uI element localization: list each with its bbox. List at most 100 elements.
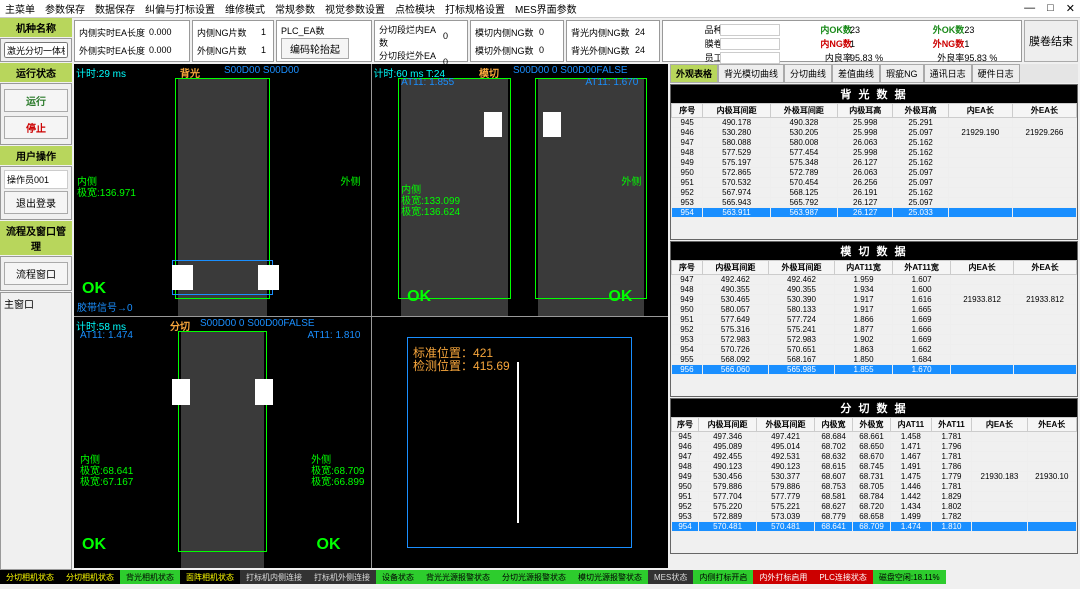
roll-end-button[interactable]: 膜卷结束: [1024, 20, 1078, 62]
menu-纠偏与打标设置[interactable]: 纠偏与打标设置: [145, 5, 215, 16]
table-row[interactable]: 956566.060565.9851.8551.670: [672, 365, 1077, 375]
emp-field[interactable]: [720, 52, 780, 64]
variety-field[interactable]: [720, 24, 780, 36]
machine-type-input[interactable]: [4, 42, 68, 58]
table-row[interactable]: 945490.178490.32825.99825.291: [672, 118, 1077, 128]
table-row[interactable]: 949575.197575.34826.12725.162: [672, 158, 1077, 168]
cam-diecut: 计时:60 ms T:24模切S00D00 0 S00D00FALSE AT11…: [372, 64, 669, 316]
window-controls: — □ ✕: [1024, 2, 1075, 15]
outer-ea-len-label: 外侧实时EA长度: [79, 44, 145, 57]
table-row[interactable]: 953565.943565.79226.12725.097: [672, 198, 1077, 208]
status-item: 背光光源报警状态: [420, 570, 496, 584]
menu-MES界面参数[interactable]: MES界面参数: [515, 5, 577, 16]
close-icon[interactable]: ✕: [1066, 2, 1075, 15]
encoder-lift-button[interactable]: 编码轮抬起: [281, 38, 349, 59]
menu-点检模块[interactable]: 点检模块: [395, 5, 435, 16]
backlight-data-table[interactable]: 序号内极耳间距外极耳间距内极耳高外极耳高内EA长外EA长945490.17849…: [671, 103, 1077, 218]
menu-视觉参数设置[interactable]: 视觉参数设置: [325, 5, 385, 16]
main-window-label: 主窗口: [4, 300, 34, 311]
menu-常规参数[interactable]: 常规参数: [275, 5, 315, 16]
table-row[interactable]: 953572.983572.9831.9021.669: [672, 335, 1077, 345]
logout-button[interactable]: 退出登录: [4, 191, 68, 214]
table-row[interactable]: 949530.456530.37768.60768.7311.4751.7792…: [672, 472, 1077, 482]
status-item: 背光相机状态: [120, 570, 180, 584]
status-item: 内外打标启用: [753, 570, 813, 584]
status-item: MES状态: [648, 570, 693, 584]
table-row[interactable]: 952575.220575.22168.62768.7201.4341.802: [672, 502, 1077, 512]
stop-button[interactable]: 停止: [4, 116, 68, 139]
table-row[interactable]: 953572.889573.03968.77968.6581.4991.782: [672, 512, 1077, 522]
run-status-header: 运行状态: [0, 63, 72, 82]
machine-type-header: 机种名称: [0, 18, 72, 37]
table-row[interactable]: 947492.455492.53168.63268.6701.4671.781: [672, 452, 1077, 462]
tab-5[interactable]: 通讯日志: [924, 64, 972, 83]
table-row[interactable]: 952567.974568.12526.19125.162: [672, 188, 1077, 198]
slit-data-header: 分 切 数 据: [671, 399, 1077, 417]
tab-6[interactable]: 硬件日志: [972, 64, 1020, 83]
table-row[interactable]: 950572.865572.78926.06325.097: [672, 168, 1077, 178]
table-row[interactable]: 951577.704577.77968.58168.7841.4421.829: [672, 492, 1077, 502]
table-row[interactable]: 954570.726570.6511.8631.662: [672, 345, 1077, 355]
statusbar: 分切相机状态分切相机状态背光相机状态面阵相机状态打标机内侧连接打标机外侧连接设备…: [0, 570, 1080, 584]
table-row[interactable]: 951577.649577.7241.8661.669: [672, 315, 1077, 325]
camera-grid: 计时:29 ms背光S00D00 S00D00 内侧极宽:136.971 外侧 …: [74, 64, 668, 568]
maximize-icon[interactable]: □: [1047, 2, 1054, 15]
outer-ng-r-label: 外NG数: [904, 37, 964, 50]
outer-ok-label: 外OK数: [904, 23, 964, 36]
data-tabs: 外观表格背光模切曲线分切曲线差值曲线瑕疵NG通讯日志硬件日志: [670, 64, 1078, 83]
table-row[interactable]: 947580.088580.00826.06325.162: [672, 138, 1077, 148]
menu-参数保存[interactable]: 参数保存: [45, 5, 85, 16]
outer-rate-label: 外良率: [904, 51, 964, 64]
table-row[interactable]: 954570.481570.48168.64168.7091.4741.810: [672, 522, 1077, 532]
table-row[interactable]: 948577.529577.45425.99825.162: [672, 148, 1077, 158]
inner-ok-label: 内OK数: [792, 23, 852, 36]
table-row[interactable]: 950580.057580.1331.9171.665: [672, 305, 1077, 315]
tape-signal: 胶带信号→0: [77, 299, 133, 314]
run-button[interactable]: 运行: [4, 89, 68, 112]
diecut-outer-ng-label: 模切外侧NG数: [475, 44, 535, 57]
table-row[interactable]: 950579.886579.88668.75368.7051.4461.781: [672, 482, 1077, 492]
outer-ea-len-value: 0.000: [149, 45, 177, 55]
menu-主菜单[interactable]: 主菜单: [5, 5, 35, 16]
cut-inner-label: 分切段烂内EA数: [379, 23, 439, 49]
table-row[interactable]: 951570.532570.45426.25625.097: [672, 178, 1077, 188]
table-row[interactable]: 945497.346497.42168.68468.6611.4581.781: [672, 432, 1077, 442]
cam-position: 标准位置：421检测位置：415.69: [372, 317, 669, 569]
status-item: PLC连接状态: [813, 570, 873, 584]
table-row[interactable]: 946530.280530.20525.99825.09721929.19021…: [672, 128, 1077, 138]
bl-outer-ng-label: 背光外侧NG数: [571, 44, 631, 57]
slit-data-table[interactable]: 序号内极耳间距外极耳间距内极宽外极宽内AT11外AT11内EA长外EA长9454…: [671, 417, 1077, 532]
table-row[interactable]: 955568.092568.1671.8501.684: [672, 355, 1077, 365]
inner-ng-r-label: 内NG数: [792, 37, 852, 50]
tab-0[interactable]: 外观表格: [670, 64, 718, 83]
cam-backlight: 计时:29 ms背光S00D00 S00D00 内侧极宽:136.971 外侧 …: [74, 64, 371, 316]
table-row[interactable]: 949530.465530.3901.9171.61621933.8122193…: [672, 295, 1077, 305]
status-item: 打标机外侧连接: [308, 570, 376, 584]
tab-4[interactable]: 瑕疵NG: [880, 64, 924, 83]
table-row[interactable]: 946495.089495.01468.70268.6501.4711.796: [672, 442, 1077, 452]
table-row[interactable]: 947492.462492.4621.9591.607: [672, 275, 1077, 285]
outer-ok-value: 23: [964, 25, 1012, 35]
tab-1[interactable]: 背光模切曲线: [718, 64, 784, 83]
process-window-button[interactable]: 流程窗口: [4, 262, 68, 285]
status-item: 分切相机状态: [0, 570, 60, 584]
minimize-icon[interactable]: —: [1024, 2, 1035, 15]
table-row[interactable]: 954563.911563.98726.12725.033: [672, 208, 1077, 218]
diecut-data-table[interactable]: 序号内极耳间距外极耳间距内AT11宽外AT11宽内EA长外EA长947492.4…: [671, 260, 1077, 375]
status-item: 面阵相机状态: [180, 570, 240, 584]
menu-打标规格设置[interactable]: 打标规格设置: [445, 5, 505, 16]
roll-field[interactable]: [720, 38, 780, 50]
process-header: 流程及窗口管理: [0, 221, 72, 255]
table-row[interactable]: 948490.123490.12368.61568.7451.4911.786: [672, 462, 1077, 472]
backlight-data-header: 背 光 数 据: [671, 85, 1077, 103]
inner-ea-len-value: 0.000: [149, 27, 177, 37]
outer-ng-label: 外侧NG片数: [197, 44, 257, 57]
table-row[interactable]: 948490.355490.3551.9341.600: [672, 285, 1077, 295]
menu-数据保存[interactable]: 数据保存: [95, 5, 135, 16]
table-row[interactable]: 952575.316575.2411.8771.666: [672, 325, 1077, 335]
menu-维修模式[interactable]: 维修模式: [225, 5, 265, 16]
tab-2[interactable]: 分切曲线: [784, 64, 832, 83]
menubar: 主菜单参数保存数据保存纠偏与打标设置维修模式常规参数视觉参数设置点检模块打标规格…: [0, 0, 1080, 18]
tab-3[interactable]: 差值曲线: [832, 64, 880, 83]
cut-inner-value: 0: [443, 31, 471, 41]
